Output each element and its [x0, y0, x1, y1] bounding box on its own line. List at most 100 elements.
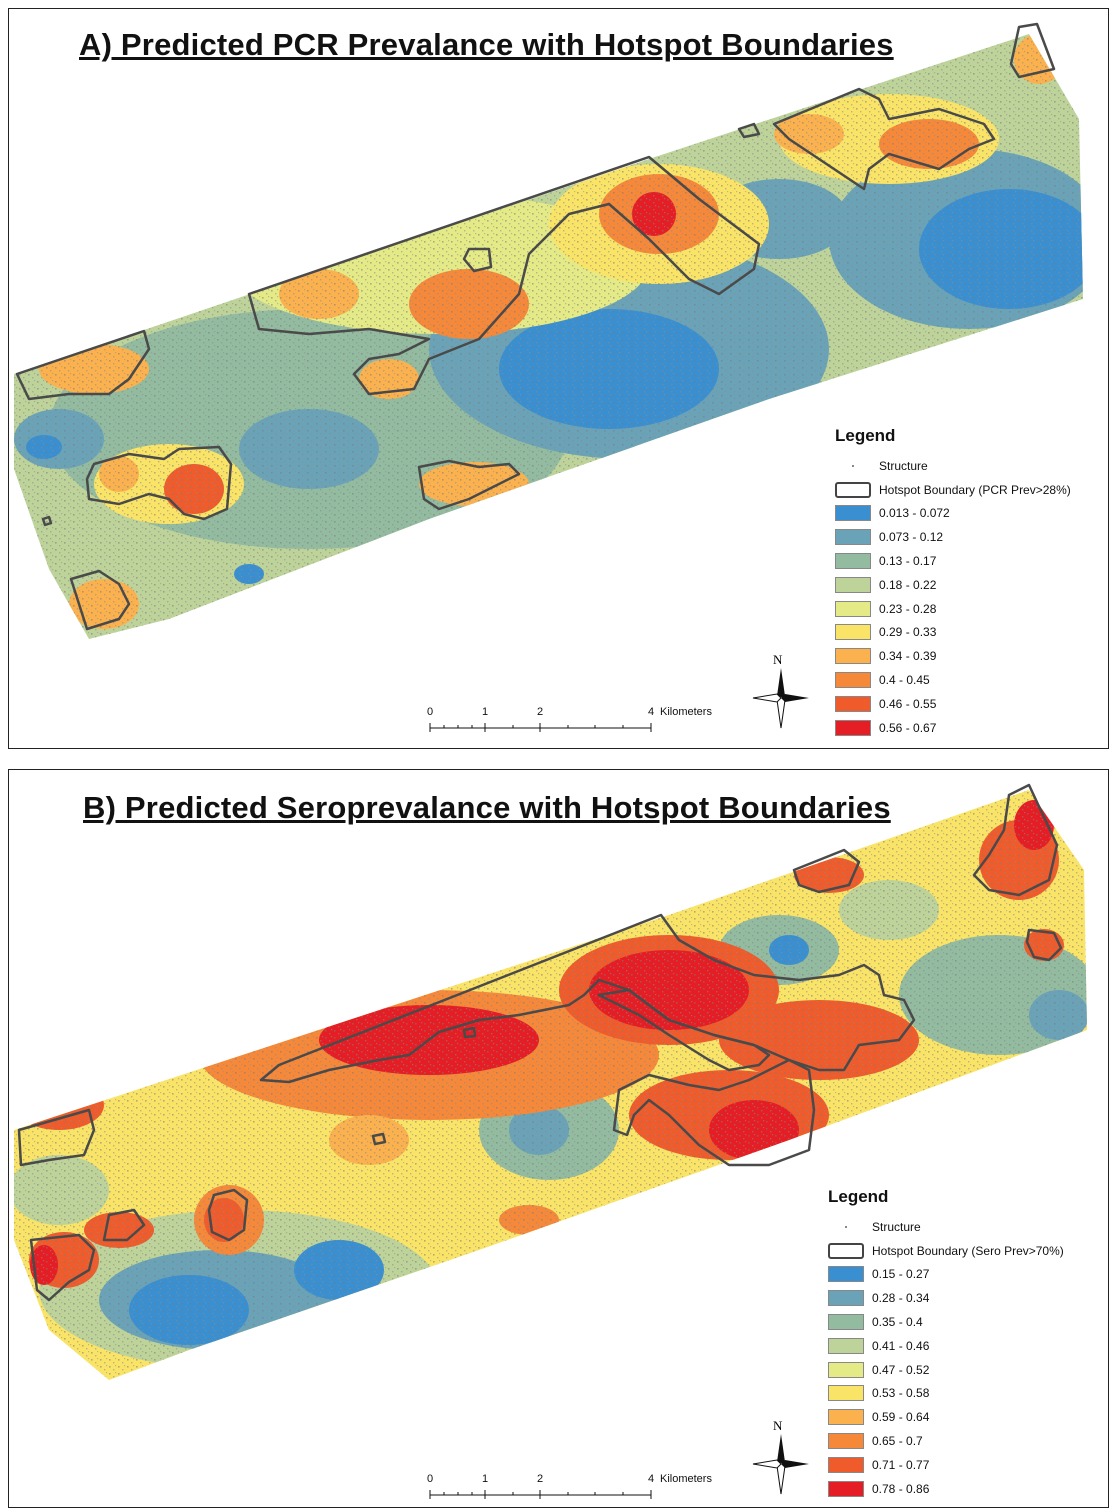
legend-label: 0.47 - 0.52: [872, 1362, 930, 1377]
legend-swatch: [828, 1290, 864, 1307]
legend-item-class: 0.56 - 0.67: [835, 716, 1071, 740]
scale-tick-label: 4: [648, 1473, 655, 1485]
legend-label: 0.35 - 0.4: [872, 1315, 923, 1330]
legend-label: 0.65 - 0.7: [872, 1434, 923, 1449]
legend-item-class: 0.53 - 0.58: [828, 1382, 1064, 1406]
legend-swatch: [828, 1409, 864, 1426]
hotspot-boundaries: [15, 22, 1056, 631]
scale-tick-label: 2: [537, 1473, 544, 1485]
legend-classes: 0.15 - 0.27 0.28 - 0.34 0.35 - 0.4 0.41 - 0…: [828, 1263, 1064, 1501]
legend-item-class: 0.34 - 0.39: [835, 644, 1071, 668]
map-panel-sero: B) Predicted Seroprevalance with Hotspot…: [8, 769, 1109, 1508]
legend-label: Structure: [872, 1219, 921, 1234]
scale-unit: Kilometers: [660, 706, 712, 718]
legend-item-class: 0.29 - 0.33: [835, 621, 1071, 645]
legend-label: 0.13 - 0.17: [879, 554, 937, 569]
scale-bar-graphic: [429, 723, 652, 732]
legend-item-class: 0.23 - 0.28: [835, 597, 1071, 621]
legend-item-class: 0.47 - 0.52: [828, 1358, 1064, 1382]
north-arrow: N: [751, 652, 811, 732]
legend-item-class: 0.28 - 0.34: [828, 1286, 1064, 1310]
legend-title: Legend: [828, 1187, 889, 1206]
legend: Legend Structure Hotspot Boundary (PCR P…: [835, 426, 1071, 740]
scale-tick-label: 4: [648, 706, 655, 718]
pcr-prevalence-map: [14, 22, 1083, 639]
legend-label: Hotspot Boundary (Sero Prev>70%): [872, 1243, 1064, 1258]
legend-swatch: [828, 1314, 864, 1331]
legend-label: 0.29 - 0.33: [879, 625, 937, 640]
legend-swatch: [835, 719, 871, 736]
legend-label: 0.78 - 0.86: [872, 1481, 930, 1496]
legend-item-class: 0.71 - 0.77: [828, 1453, 1064, 1477]
legend-title: Legend: [835, 426, 896, 445]
legend-swatch: [828, 1266, 864, 1283]
legend-swatch: [835, 576, 871, 593]
legend-item-class: 0.65 - 0.7: [828, 1429, 1064, 1453]
legend-item-class: 0.59 - 0.64: [828, 1405, 1064, 1429]
legend-label: 0.71 - 0.77: [872, 1457, 930, 1472]
north-label: N: [773, 1418, 783, 1433]
legend-item-class: 0.46 - 0.55: [835, 692, 1071, 716]
legend-label: 0.073 - 0.12: [879, 530, 944, 545]
legend-label: 0.46 - 0.55: [879, 696, 937, 711]
legend-label: 0.23 - 0.28: [879, 601, 937, 616]
legend-label: 0.53 - 0.58: [872, 1386, 930, 1401]
legend-swatch: [835, 672, 871, 689]
legend-swatch: [835, 648, 871, 665]
legend-label: 0.41 - 0.46: [872, 1338, 930, 1353]
scale-tick-label: 1: [482, 1473, 489, 1485]
scale-tick-label: 0: [427, 706, 434, 718]
legend-swatch: [828, 1433, 864, 1450]
legend-item-class: 0.073 - 0.12: [835, 525, 1071, 549]
compass-rose-icon: [752, 1434, 809, 1495]
scale-bar-graphic: [429, 1490, 652, 1499]
scale-tick-label: 0: [427, 1473, 434, 1485]
legend-item-class: 0.41 - 0.46: [828, 1334, 1064, 1358]
legend-item-class: 0.35 - 0.4: [828, 1310, 1064, 1334]
structure-dot-icon: [835, 458, 871, 474]
structure-dot-icon: [828, 1219, 864, 1235]
legend-label: 0.28 - 0.34: [872, 1291, 930, 1306]
legend: Legend Structure Hotspot Boundary (Sero …: [828, 1187, 1064, 1501]
legend-item-structure: Structure: [828, 1215, 1064, 1239]
legend-label: 0.013 - 0.072: [879, 506, 950, 521]
legend-swatch: [828, 1385, 864, 1402]
legend-swatch: [828, 1337, 864, 1354]
legend-swatch: [835, 505, 871, 522]
north-arrow: N: [751, 1418, 811, 1498]
scale-tick-label: 1: [482, 706, 489, 718]
legend-item-class: 0.18 - 0.22: [835, 573, 1071, 597]
scale-tick-label: 2: [537, 706, 544, 718]
legend-label: 0.34 - 0.39: [879, 649, 937, 664]
legend-label: Hotspot Boundary (PCR Prev>28%): [879, 482, 1071, 497]
legend-swatch: [835, 600, 871, 617]
legend-classes: 0.013 - 0.072 0.073 - 0.12 0.13 - 0.17 0.18…: [835, 502, 1071, 740]
legend-item-class: 0.13 - 0.17: [835, 549, 1071, 573]
legend-item-structure: Structure: [835, 454, 1071, 478]
legend-label: 0.18 - 0.22: [879, 577, 937, 592]
legend-swatch: [828, 1361, 864, 1378]
map-title: A) Predicted PCR Prevalance with Hotspot…: [79, 27, 894, 62]
legend-swatch: [835, 624, 871, 641]
scale-unit: Kilometers: [660, 1473, 712, 1485]
north-label: N: [773, 652, 783, 667]
legend-item-boundary: Hotspot Boundary (Sero Prev>70%): [828, 1239, 1064, 1263]
legend-swatch: [835, 553, 871, 570]
compass-rose-icon: [752, 668, 809, 729]
legend-item-class: 0.4 - 0.45: [835, 668, 1071, 692]
legend-swatch: [835, 695, 871, 712]
legend-label: Structure: [879, 458, 928, 473]
legend-label: 0.59 - 0.64: [872, 1410, 930, 1425]
legend-label: 0.4 - 0.45: [879, 673, 930, 688]
map-title: B) Predicted Seroprevalance with Hotspot…: [83, 790, 891, 825]
boundary-outline-icon: [828, 1242, 864, 1259]
boundary-outline-icon: [835, 481, 871, 498]
hotspot-boundaries: [17, 783, 1063, 1302]
seroprevalence-map: [14, 783, 1087, 1380]
legend-label: 0.56 - 0.67: [879, 720, 937, 735]
legend-item-class: 0.013 - 0.072: [835, 502, 1071, 526]
legend-swatch: [828, 1456, 864, 1473]
legend-item-boundary: Hotspot Boundary (PCR Prev>28%): [835, 478, 1071, 502]
legend-item-class: 0.78 - 0.86: [828, 1477, 1064, 1501]
legend-item-class: 0.15 - 0.27: [828, 1263, 1064, 1287]
